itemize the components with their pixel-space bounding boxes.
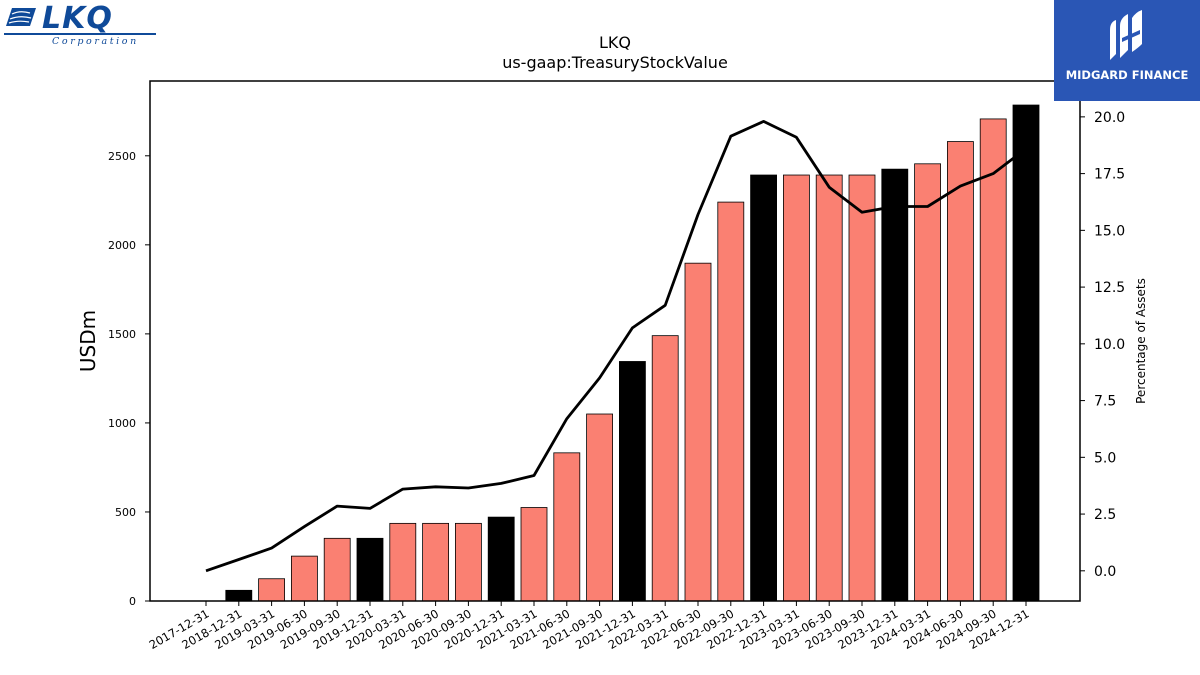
midgard-finance-mark-icon	[1110, 10, 1142, 60]
bar-2023-06-30	[815, 174, 843, 602]
y2-tick-label: 2.5	[1094, 507, 1116, 523]
bar-2021-12-31	[619, 361, 646, 602]
bar-2023-12-31	[881, 168, 909, 602]
bar-2022-12-31	[750, 174, 777, 602]
bar-2020-03-31	[389, 522, 417, 602]
lkq-globe-icon	[6, 8, 36, 26]
percentage-line	[205, 120, 1027, 573]
bar-2022-03-31	[651, 335, 679, 602]
y-tick-label: 2500	[108, 150, 136, 163]
y2-tick-label: 17.5	[1094, 167, 1125, 183]
chart-subtitle: us-gaap:TreasuryStockValue	[502, 53, 728, 72]
y-tick-label: 500	[115, 506, 136, 519]
x-axis: 2017-12-312018-12-312019-03-312019-06-30…	[147, 601, 1032, 652]
lkq-logo-wordmark: LKQ	[42, 1, 113, 36]
bar-2021-03-31	[520, 507, 548, 602]
bar-2023-03-31	[783, 174, 810, 602]
y-tick-label: 2000	[108, 239, 136, 252]
y2-tick-label: 15.0	[1094, 223, 1125, 239]
y-tick-label: 1000	[108, 417, 136, 430]
y2-tick-label: 7.5	[1094, 394, 1116, 410]
bar-2019-06-30	[290, 555, 318, 602]
bar-2023-09-30	[848, 174, 876, 602]
bar-2022-06-30	[684, 262, 712, 602]
bar-2024-06-30	[947, 141, 974, 602]
y2-axis-label: Percentage of Assets	[1134, 278, 1148, 404]
left-y-axis: 0 500 1000 1500 2000 2500	[108, 150, 150, 608]
bar-2019-09-30	[323, 537, 351, 602]
lkq-logo-rule	[4, 33, 156, 35]
bar-2024-09-30	[979, 118, 1007, 602]
bar-2022-09-30	[717, 201, 745, 602]
y2-tick-label: 20.0	[1094, 110, 1125, 126]
bar-series	[225, 104, 1040, 602]
y-tick-label: 1500	[108, 328, 136, 341]
y-axis-label: USDm	[76, 310, 100, 372]
bar-2020-09-30	[454, 522, 482, 602]
y2-tick-label: 12.5	[1094, 280, 1125, 296]
bar-2024-12-31	[1012, 104, 1040, 602]
midgard-finance-watermark: MIDGARD FINANCE	[1054, 0, 1200, 101]
y2-tick-label: 0.0	[1094, 564, 1116, 580]
chart-title: LKQ	[599, 33, 631, 52]
y-tick-label: 0	[129, 595, 136, 608]
bar-2021-09-30	[586, 413, 613, 602]
lkq-logo-subtitle: Corporation	[52, 36, 139, 47]
bar-2021-06-30	[553, 452, 581, 602]
percentage-line-series	[205, 120, 1027, 573]
y2-tick-label: 10.0	[1094, 337, 1125, 353]
bar-2019-12-31	[356, 537, 384, 602]
bar-2020-12-31	[487, 516, 515, 602]
bar-2024-03-31	[914, 163, 941, 602]
bar-2020-06-30	[422, 522, 450, 602]
lkq-corporation-logo: LKQ Corporation	[4, 2, 160, 48]
bar-2019-03-31	[258, 578, 286, 602]
right-y-axis: 0.0 2.5 5.0 7.5 10.0 12.5 15.0 17.5 20.0	[1080, 110, 1125, 580]
midgard-finance-label: MIDGARD FINANCE	[1065, 68, 1189, 82]
bar-2018-12-31	[225, 589, 253, 602]
plot-frame	[149, 80, 1081, 602]
y2-tick-label: 5.0	[1094, 450, 1116, 466]
